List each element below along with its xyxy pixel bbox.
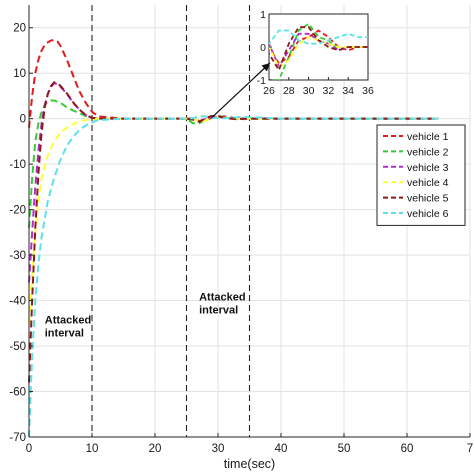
inset-series-line-5 <box>269 26 368 71</box>
inset-series-line-4 <box>269 36 368 68</box>
y-tick-label: 20 <box>13 23 26 35</box>
inset-y-tick-label: 0 <box>260 42 266 54</box>
x-tick-label: 7 <box>467 443 473 455</box>
attacked-interval-label: Attacked interval <box>45 314 91 339</box>
legend-label-5: vehicle 5 <box>407 193 449 205</box>
y-tick-label: 0 <box>20 114 26 126</box>
x-tick-label: 20 <box>149 443 162 455</box>
legend-label-2: vehicle 2 <box>407 146 449 158</box>
x-tick-label: 0 <box>26 443 32 455</box>
inset-x-tick-label: 26 <box>263 85 275 97</box>
series-line-6 <box>28 115 439 438</box>
legend: vehicle 1 vehicle 2 vehicle 3 vehicle 4 vehi… <box>376 124 466 226</box>
y-tick-label: -10 <box>9 159 26 171</box>
x-tick-label: 10 <box>86 443 99 455</box>
inset-y-tick-label: -1 <box>257 75 266 87</box>
axes-layer: 0 10 20 30 40 50 60 7-70-60-50-40-30-20-1001020… <box>9 5 473 471</box>
y-tick-label: -50 <box>9 341 26 353</box>
annotation-line: Attacked <box>199 292 245 304</box>
y-tick-label: 10 <box>13 68 26 80</box>
x-tick-label: 50 <box>338 443 351 455</box>
inset-plot: 26 28 30 32 34 36 -1 0 1 <box>211 9 374 119</box>
inset-x-tick-label: 30 <box>303 85 315 97</box>
legend-label-4: vehicle 4 <box>407 177 449 189</box>
inset-y-tick-label: 1 <box>260 9 266 21</box>
legend-box <box>376 124 466 226</box>
inset-series-line-6 <box>269 29 368 45</box>
legend-label-6: vehicle 6 <box>407 208 449 220</box>
y-tick-label: -60 <box>9 387 26 399</box>
x-tick-label: 60 <box>401 443 414 455</box>
y-tick-label: -30 <box>9 250 26 262</box>
x-tick-label: 40 <box>275 443 288 455</box>
series-line-5 <box>28 81 439 383</box>
attacked-interval-label: Attacked interval <box>199 292 245 317</box>
zoom-arrow <box>211 62 271 119</box>
legend-label-3: vehicle 3 <box>407 162 449 174</box>
inset-series-group <box>269 22 368 80</box>
y-tick-label: -40 <box>9 296 26 308</box>
annotation-line: Attacked <box>45 314 91 326</box>
inset-x-tick-label: 36 <box>362 85 374 97</box>
attack-markers <box>91 5 251 437</box>
legend-label-1: vehicle 1 <box>407 131 449 143</box>
y-tick-label: -20 <box>9 205 26 217</box>
y-tick-label: -70 <box>9 432 26 444</box>
annotation-line: interval <box>199 305 238 317</box>
inset-x-tick-label: 28 <box>283 85 295 97</box>
x-tick-label: 30 <box>212 443 225 455</box>
x-axis-title: time(sec) <box>224 457 275 471</box>
annotation-line: interval <box>45 327 84 339</box>
inset-x-tick-label: 34 <box>342 85 354 97</box>
series-layer <box>28 39 439 438</box>
zoom-arrow-head <box>261 63 270 72</box>
inset-x-tick-label: 32 <box>323 85 335 97</box>
